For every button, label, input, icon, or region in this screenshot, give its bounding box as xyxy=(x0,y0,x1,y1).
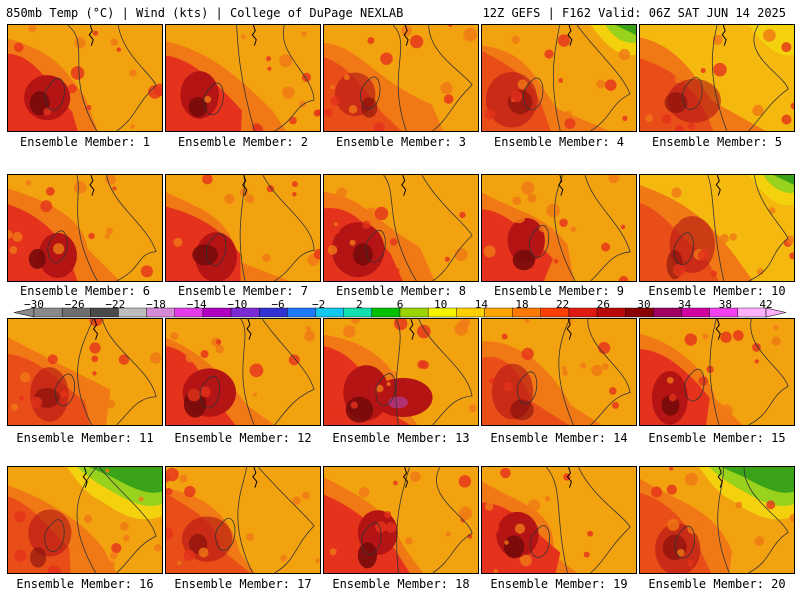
ensemble-member-label: Ensemble Member: 1 xyxy=(19,135,151,149)
colorbar-tick-label: 42 xyxy=(759,298,773,311)
temperature-map xyxy=(640,25,794,131)
temperature-map xyxy=(8,25,162,131)
colorbar-tick-label: 22 xyxy=(556,298,570,311)
colorbar-tick-label: −14 xyxy=(186,298,207,311)
colorbar-tick-label: −2 xyxy=(312,298,326,311)
temperature-map xyxy=(482,319,636,425)
ensemble-member-label: Ensemble Member: 18 xyxy=(332,577,470,591)
temperature-map xyxy=(482,25,636,131)
ensemble-panel-3 xyxy=(323,24,479,132)
colorbar-tick-label: −6 xyxy=(271,298,285,311)
temperature-map xyxy=(640,175,794,281)
ensemble-panel-11 xyxy=(7,318,163,426)
ensemble-panel-9 xyxy=(481,174,637,282)
model-run-info: 12Z GEFS | F162 Valid: 06Z SAT JUN 14 20… xyxy=(482,6,786,20)
temperature-map xyxy=(324,467,478,573)
temperature-map xyxy=(324,25,478,131)
ensemble-member-label: Ensemble Member: 20 xyxy=(648,577,786,591)
temperature-map xyxy=(8,175,162,281)
colorbar-tick-label: 10 xyxy=(434,298,448,311)
ensemble-panel-14 xyxy=(481,318,637,426)
ensemble-panel-20 xyxy=(639,466,795,574)
ensemble-member-label: Ensemble Member: 6 xyxy=(19,284,151,298)
ensemble-member-label: Ensemble Member: 17 xyxy=(174,577,312,591)
ensemble-member-label: Ensemble Member: 12 xyxy=(174,431,312,445)
ensemble-member-label: Ensemble Member: 5 xyxy=(651,135,783,149)
colorbar-tick-label: −22 xyxy=(105,298,126,311)
colorbar-tick-label: 14 xyxy=(474,298,488,311)
temperature-colorbar xyxy=(13,307,787,318)
ensemble-member-label: Ensemble Member: 3 xyxy=(335,135,467,149)
ensemble-member-label: Ensemble Member: 14 xyxy=(490,431,628,445)
ensemble-panel-6 xyxy=(7,174,163,282)
colorbar-tick-label: 18 xyxy=(515,298,529,311)
ensemble-member-label: Ensemble Member: 7 xyxy=(177,284,309,298)
colorbar-tick-label: 34 xyxy=(678,298,692,311)
colorbar-tick-label: 6 xyxy=(396,298,404,311)
colorbar-tick-label: 38 xyxy=(718,298,732,311)
ensemble-member-label: Ensemble Member: 15 xyxy=(648,431,786,445)
ensemble-member-label: Ensemble Member: 10 xyxy=(648,284,786,298)
map-title: 850mb Temp (°C) | Wind (kts) | College o… xyxy=(6,6,404,20)
ensemble-panel-1 xyxy=(7,24,163,132)
temperature-map xyxy=(324,175,478,281)
temperature-map xyxy=(640,467,794,573)
colorbar-tick-label: −30 xyxy=(24,298,44,311)
ensemble-member-label: Ensemble Member: 19 xyxy=(490,577,628,591)
temperature-map xyxy=(8,467,162,573)
ensemble-panel-4 xyxy=(481,24,637,132)
ensemble-panel-18 xyxy=(323,466,479,574)
ensemble-panel-2 xyxy=(165,24,321,132)
colorbar-swatch xyxy=(568,307,598,318)
temperature-map xyxy=(324,319,478,425)
temperature-map xyxy=(166,175,320,281)
temperature-map xyxy=(482,467,636,573)
temperature-map xyxy=(8,319,162,425)
colorbar-tick-label: 26 xyxy=(596,298,610,311)
ensemble-member-label: Ensemble Member: 8 xyxy=(335,284,467,298)
ensemble-panel-13 xyxy=(323,318,479,426)
ensemble-panel-17 xyxy=(165,466,321,574)
ensemble-member-label: Ensemble Member: 4 xyxy=(493,135,625,149)
colorbar-swatch xyxy=(399,307,429,318)
colorbar-tick-label: 30 xyxy=(637,298,651,311)
ensemble-member-label: Ensemble Member: 9 xyxy=(493,284,625,298)
ensemble-panel-19 xyxy=(481,466,637,574)
ensemble-panel-5 xyxy=(639,24,795,132)
ensemble-panel-12 xyxy=(165,318,321,426)
ensemble-panel-10 xyxy=(639,174,795,282)
colorbar-swatch xyxy=(484,307,513,318)
colorbar-tick-label: −18 xyxy=(146,298,166,311)
temperature-map xyxy=(166,467,320,573)
ensemble-panel-8 xyxy=(323,174,479,282)
ensemble-panel-16 xyxy=(7,466,163,574)
ensemble-panel-7 xyxy=(165,174,321,282)
ensemble-panel-15 xyxy=(639,318,795,426)
temperature-map xyxy=(166,25,320,131)
colorbar-tick-label: 2 xyxy=(356,298,363,311)
temperature-map xyxy=(482,175,636,281)
ensemble-member-label: Ensemble Member: 11 xyxy=(16,431,154,445)
temperature-map xyxy=(640,319,794,425)
ensemble-member-label: Ensemble Member: 13 xyxy=(332,431,470,445)
ensemble-member-label: Ensemble Member: 16 xyxy=(16,577,154,591)
ensemble-member-label: Ensemble Member: 2 xyxy=(177,135,309,149)
temperature-map xyxy=(166,319,320,425)
colorbar-tick-label: −10 xyxy=(227,298,248,311)
colorbar-tick-label: −26 xyxy=(64,298,85,311)
